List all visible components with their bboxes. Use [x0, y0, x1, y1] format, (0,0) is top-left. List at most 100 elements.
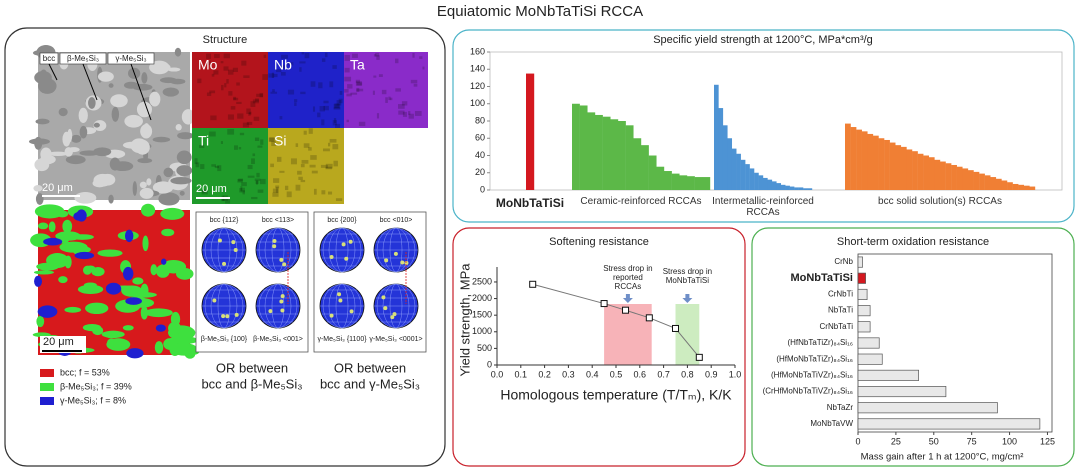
- bar: [785, 185, 790, 190]
- pole-spot: [282, 262, 287, 267]
- pole-spot: [384, 258, 389, 263]
- map-speckle: [303, 143, 310, 148]
- map-speckle: [389, 97, 393, 101]
- micro-grain: [175, 124, 182, 131]
- map-speckle: [410, 79, 418, 84]
- map-speckle: [412, 53, 415, 58]
- map-speckle: [225, 198, 231, 204]
- y-tick-label: 40: [475, 150, 485, 160]
- map-speckle: [194, 158, 198, 165]
- bar: [845, 123, 851, 190]
- pole-label: β-Me₅Si₃ {100}: [201, 336, 248, 343]
- map-speckle: [373, 75, 377, 78]
- map-speckle: [259, 92, 264, 98]
- pole-spot: [231, 240, 236, 245]
- pole-grid: [258, 227, 298, 273]
- map-speckle: [240, 186, 243, 192]
- map-speckle: [270, 163, 275, 168]
- bar: [664, 171, 672, 190]
- micro-grain: [181, 109, 195, 125]
- micro-grain: [35, 193, 44, 205]
- bar: [928, 157, 935, 190]
- bar: [857, 418, 1041, 430]
- micro-grain: [174, 47, 182, 57]
- phase-region: [122, 325, 134, 331]
- map-speckle: [276, 156, 282, 162]
- x-tick-label: 0.0: [491, 369, 504, 379]
- phase-region: [92, 326, 104, 336]
- phase-region: [155, 264, 170, 278]
- map-speckle: [213, 70, 219, 75]
- map-speckle: [295, 143, 299, 148]
- pole-caption: OR between: [216, 360, 288, 375]
- bar: [745, 164, 750, 190]
- map-speckle: [236, 82, 240, 86]
- map-speckle: [422, 66, 425, 70]
- map-speckle: [255, 180, 259, 184]
- map-speckle: [339, 90, 343, 95]
- bar: [940, 161, 946, 190]
- map-speckle: [214, 54, 220, 59]
- map-speckle: [247, 175, 255, 178]
- map-speckle: [395, 88, 401, 92]
- span-label: Stress drop in MoNbTaTiSi: [662, 267, 713, 285]
- pole-spot: [221, 314, 226, 319]
- phase-region: [125, 297, 142, 305]
- bar: [754, 172, 759, 190]
- map-speckle: [322, 148, 330, 152]
- bar: [1018, 184, 1025, 190]
- map-speckle: [347, 84, 353, 89]
- map-speckle: [304, 52, 310, 59]
- y-tick-label: CrNbTaTi: [820, 322, 854, 331]
- map-speckle: [419, 56, 423, 59]
- map-speckle: [381, 89, 387, 95]
- bar: [780, 184, 786, 190]
- y-tick-label: 1000: [472, 326, 492, 336]
- phase-region: [37, 222, 49, 230]
- marker: [622, 306, 630, 314]
- map-speckle: [237, 179, 243, 183]
- map-speckle: [211, 164, 217, 167]
- pole-label: β-Me₅Si₃ <001>: [253, 336, 303, 343]
- map-speckle: [308, 128, 313, 134]
- marker: [695, 353, 703, 361]
- phase-region: [74, 251, 95, 260]
- marker: [672, 324, 679, 332]
- bar: [671, 173, 680, 190]
- bar: [633, 138, 642, 190]
- element-label: Si: [274, 133, 286, 149]
- map-speckle: [201, 189, 208, 195]
- phase-region: [106, 338, 131, 351]
- bar: [694, 177, 703, 190]
- bar: [618, 121, 626, 190]
- map-speckle: [344, 54, 350, 61]
- map-speckle: [312, 106, 316, 112]
- map-speckle: [294, 102, 297, 106]
- map-speckle: [376, 113, 380, 119]
- pole-label: bcc <113>: [262, 217, 294, 224]
- micro-label: β-Me₅Si₃: [67, 54, 99, 63]
- x-axis-label: Mass gain after 1 h at 1200°C, mg/cm²: [861, 452, 1024, 463]
- micro-label: γ-Me₅Si₃: [115, 54, 146, 63]
- map-speckle: [317, 112, 321, 118]
- micro-pointer: [130, 63, 152, 121]
- bar: [602, 116, 611, 190]
- span-arrow: [622, 294, 633, 303]
- phase-region: [142, 235, 149, 252]
- bar: [912, 151, 918, 190]
- map-speckle: [325, 163, 333, 169]
- micro-grain: [58, 107, 68, 117]
- phase-region: [150, 264, 158, 276]
- micro-grain: [79, 150, 100, 156]
- y-tick-label: 160: [470, 46, 485, 56]
- map-speckle: [327, 191, 333, 195]
- pole-spot: [212, 298, 217, 303]
- phase-region: [105, 332, 117, 339]
- scale-label: 20 μm: [43, 336, 74, 348]
- y-tick-label: 20: [475, 167, 485, 177]
- phase-region: [37, 305, 58, 318]
- pole-spot: [338, 298, 343, 303]
- phase-region: [97, 249, 123, 257]
- pole-spot: [349, 309, 354, 314]
- map-speckle: [243, 75, 250, 79]
